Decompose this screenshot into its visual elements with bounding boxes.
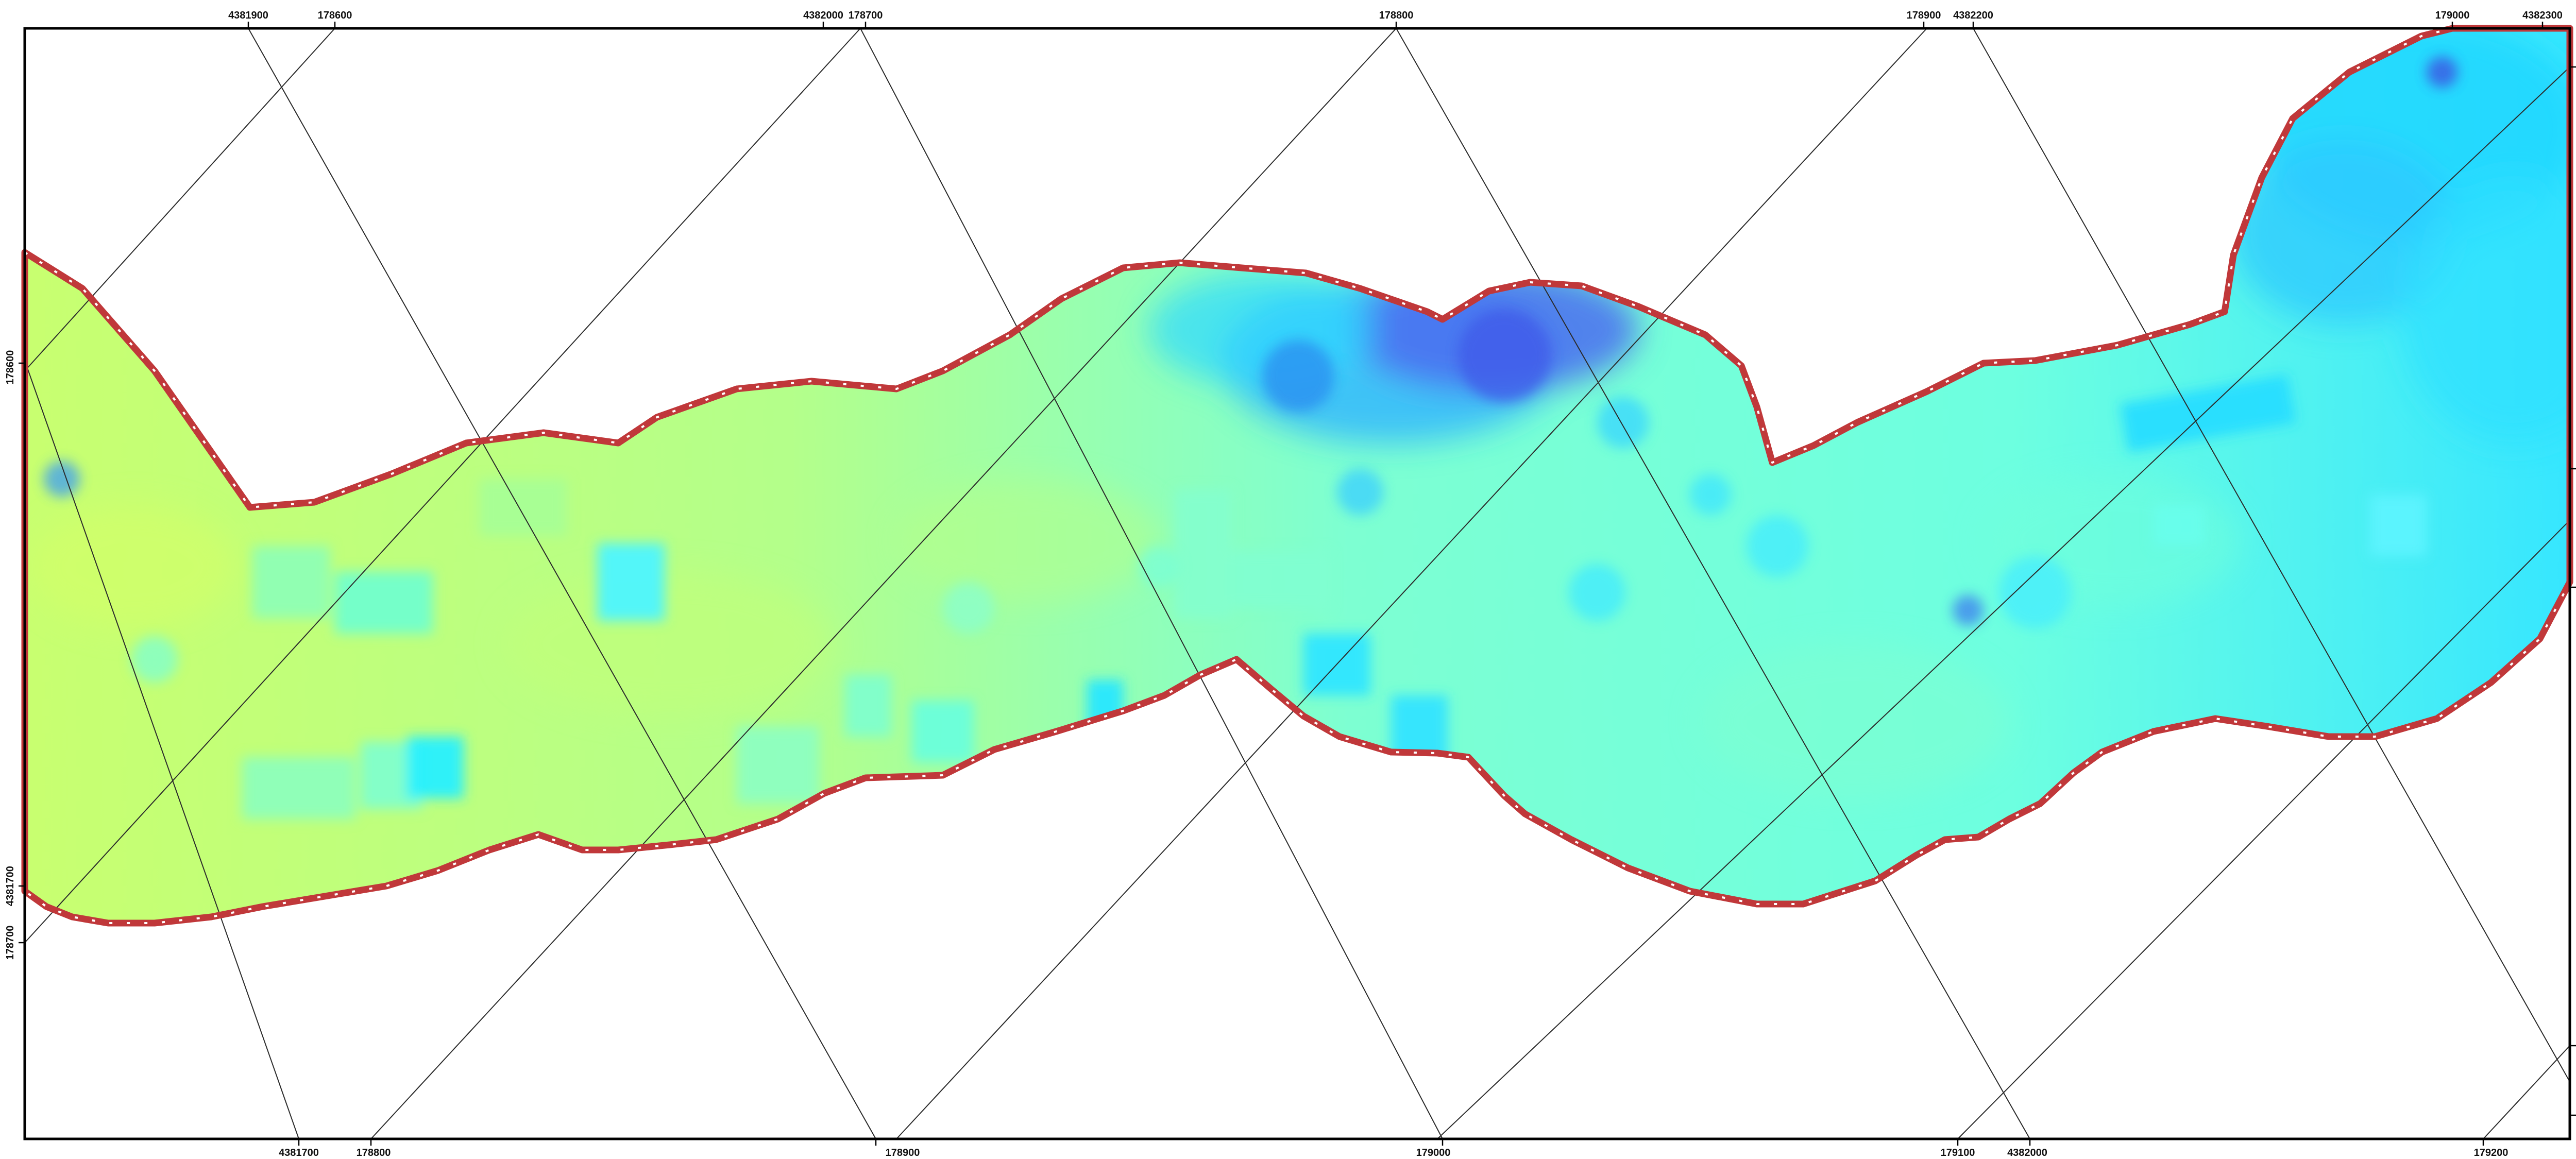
grid-line [2483,1045,2570,1139]
grid-line [860,28,1443,1139]
top-tick-labels: 4381900 178600 4382000 178700 178800 178… [228,10,2563,28]
tick-label-178900: 178900 [1907,10,1941,21]
tick-label-4382000: 4382000 [2007,1147,2047,1158]
grid-line [24,28,861,943]
grid-line [24,360,299,1139]
grid-line [1957,520,2570,1139]
map-frame [23,27,2571,1140]
grid-line [248,28,876,1139]
tick-label-178900: 178900 [886,1147,920,1158]
bottom-tick-labels: 4381700 178800 178900 179000 179100 4382… [279,1139,2508,1158]
grid-line [896,28,1927,1139]
tick-label-178600: 178600 [5,350,16,385]
grid-line [370,28,1397,1139]
tick-label-4382200: 4382200 [1953,10,1993,21]
buildings [242,374,2427,819]
tick-label-178800: 178800 [1379,10,1414,21]
elevation-raster [25,28,2570,923]
grid-line [1396,28,2030,1139]
tick-label-179000: 179000 [2435,10,2470,21]
tick-label-179000: 179000 [1416,1147,1451,1158]
tick-label-4382300: 4382300 [2522,10,2563,21]
tick-label-4381700: 4381700 [5,866,16,906]
graticule-grid [24,28,2570,1139]
grid-line [24,28,335,371]
tree-canopy [44,57,2458,683]
tick-label-178600: 178600 [318,10,352,21]
tick-label-4381900: 4381900 [228,10,268,21]
tick-label-179100: 179100 [1941,1147,1975,1158]
grid-line [1973,28,2570,1082]
tick-label-4381700: 4381700 [279,1147,319,1158]
tick-label-178700: 178700 [849,10,883,21]
tick-label-4382000: 4382000 [803,10,843,21]
tick-label-178800: 178800 [357,1147,391,1158]
tick-label-178700: 178700 [5,926,16,960]
left-tick-labels: 178600 4381700 178700 [5,350,25,960]
grid-line [1437,66,2570,1139]
right-tick-labels: 4382300 179100 4382200 179200 4382100 [2570,66,2576,1116]
tick-label-179200: 179200 [2474,1147,2509,1158]
raster-texture [31,474,2241,798]
